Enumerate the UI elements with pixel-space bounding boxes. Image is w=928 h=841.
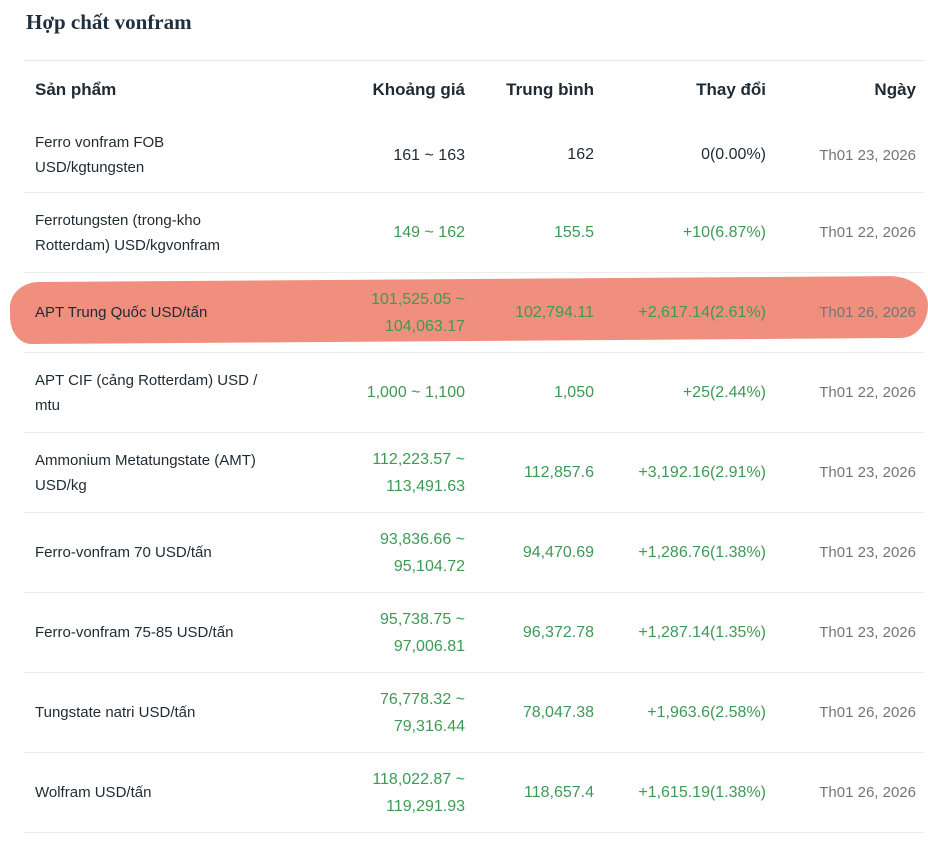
average-price-cell: 118,657.4	[524, 783, 594, 801]
table-row[interactable]: APT CIF (cảng Rotterdam) USD / mtu 1,000 ~…	[24, 353, 924, 433]
price-change-cell: +1,286.76(1.38%)	[638, 543, 766, 561]
date-cell: Th01 22, 2026	[819, 384, 916, 401]
average-price-cell: 78,047.38	[522, 703, 594, 721]
table-row[interactable]: Ferro-vonfram 75-85 USD/tấn 95,738.75 ~ 97…	[24, 593, 924, 673]
table-row[interactable]: Wolfram USD/tấn 118,022.87 ~119,291.93 118…	[24, 753, 924, 833]
product-name-line: Ferro-vonfram 75-85 USD/tấn	[35, 624, 234, 641]
header-product[interactable]: Sản phẩm	[35, 80, 117, 99]
table-header-row: Sản phẩm Khoảng giá Trung bình Thay đổi …	[24, 61, 924, 118]
date-cell: Th01 23, 2026	[819, 544, 916, 561]
product-name-line: Ferro-vonfram 70 USD/tấn	[35, 544, 212, 561]
price-range-cell: 149 ~ 162	[324, 219, 465, 246]
price-change-cell: 0(0.00%)	[701, 146, 766, 163]
product-name-cell: APT Trung Quốc USD/tấn	[24, 300, 324, 325]
price-range-cell: 95,738.75 ~ 97,006.81	[324, 606, 465, 660]
price-range-line: 113,491.63	[386, 477, 465, 495]
product-name-cell: Wolfram USD/tấn	[24, 780, 324, 805]
product-name-cell: Ferro-vonfram 75-85 USD/tấn	[24, 620, 324, 645]
price-range-line: 76,778.32 ~	[380, 690, 465, 708]
product-name-line: Ammonium Metatungstate (AMT)	[35, 451, 256, 469]
price-range-line: 104,063.17	[384, 317, 465, 335]
average-price-cell: 96,372.78	[522, 623, 594, 641]
average-price-cell: 162	[567, 146, 594, 163]
product-name-line: Wolfram USD/tấn	[35, 784, 152, 801]
product-name-line: APT Trung Quốc USD/tấn	[35, 304, 208, 321]
price-change-cell: +3,192.16(2.91%)	[638, 463, 766, 481]
price-range-line: 1,000 ~ 1,100	[366, 384, 465, 401]
product-name-line: mtu	[35, 396, 61, 414]
header-change[interactable]: Thay đổi	[696, 79, 766, 99]
product-name-line: APT CIF (cảng Rotterdam) USD /	[35, 371, 258, 389]
header-range[interactable]: Khoảng giá	[372, 80, 465, 99]
product-name-cell: Ferro vonfram FOB USD/kgtungsten	[24, 130, 324, 180]
product-name-cell: Ammonium Metatungstate (AMT) USD/kg	[24, 448, 324, 498]
header-average[interactable]: Trung bình	[506, 79, 594, 99]
average-price-cell: 94,470.69	[522, 543, 594, 561]
price-change-cell: +10(6.87%)	[682, 223, 766, 241]
table-row[interactable]: Tungstate natri USD/tấn 76,778.32 ~ 79,316…	[24, 673, 924, 753]
product-name-line: Ferro vonfram FOB	[35, 134, 165, 151]
price-range-line: 119,291.93	[386, 797, 465, 815]
price-range-line: 93,836.66 ~	[380, 530, 465, 548]
price-change-cell: +1,287.14(1.35%)	[638, 623, 766, 641]
table-row[interactable]: Ferrotungsten (trong-kho Rotterdam) USD/k…	[24, 193, 924, 273]
page-title: Hợp chất vonfram	[26, 10, 192, 34]
date-cell: Th01 26, 2026	[819, 784, 916, 801]
price-change-cell: +2,617.14(2.61%)	[638, 303, 766, 321]
price-range-line: 95,104.72	[393, 557, 465, 575]
price-range-cell: 112,223.57 ~ 113,491.63	[324, 446, 465, 500]
price-range-cell: 161 ~ 163	[324, 142, 465, 169]
average-price-cell: 1,050	[553, 383, 594, 401]
date-cell: Th01 22, 2026	[819, 224, 916, 241]
price-range-cell: 118,022.87 ~ 119,291.93	[324, 766, 465, 820]
table-row[interactable]: Ferro vonfram FOB USD/kgtungsten 161 ~ 163…	[24, 118, 924, 193]
date-cell: Th01 23, 2026	[819, 464, 916, 481]
date-cell: Th01 23, 2026	[819, 624, 916, 641]
price-range-line: 161 ~ 163	[393, 146, 465, 164]
average-price-cell: 102,794.11	[515, 303, 594, 321]
price-range-cell: 76,778.32 ~ 79,316.44	[324, 686, 465, 740]
date-cell: Th01 23, 2026	[819, 146, 916, 164]
table-row[interactable]: Ammonium Metatungstate (AMT) USD/kg 112,22…	[24, 433, 924, 513]
table-row[interactable]: APT Trung Quốc USD/tấn 101,525.05 ~ 104,06…	[9, 273, 928, 353]
price-change-cell: +1,963.6(2.58%)	[647, 703, 766, 721]
product-name-line: Rotterdam) USD/kgvonfram	[35, 236, 221, 254]
price-range-line: 95,738.75 ~	[380, 610, 465, 628]
price-range-line: 97,006.81	[393, 637, 465, 655]
price-range-line: 101,525.05 ~	[371, 290, 465, 308]
price-range-cell: 101,525.05 ~ 104,063.17	[324, 286, 465, 340]
product-name-cell: Ferro-vonfram 70 USD/tấn	[24, 540, 324, 565]
product-name-cell: APT CIF (cảng Rotterdam) USD / mtu	[24, 368, 324, 418]
price-change-cell: +25(2.44%)	[682, 383, 766, 401]
product-name-line: USD/kgtungsten	[35, 159, 145, 176]
product-name-cell: Ferrotungsten (trong-kho Rotterdam) USD/k…	[24, 208, 324, 258]
product-name-cell: Tungstate natri USD/tấn	[24, 700, 324, 725]
price-range-cell: 93,836.66 ~ 95,104.72	[324, 526, 465, 580]
header-date[interactable]: Ngày	[874, 79, 916, 99]
price-range-line: 112,223.57 ~	[372, 450, 465, 468]
date-cell: Th01 26, 2026	[819, 704, 916, 721]
price-change-cell: +1,615.19(1.38%)	[638, 783, 766, 801]
date-cell: Th01 26, 2026	[819, 304, 916, 321]
price-table: Sản phẩm Khoảng giá Trung bình Thay đổi …	[9, 60, 928, 833]
table-row[interactable]: Ferro-vonfram 70 USD/tấn 93,836.66 ~ 95,10…	[24, 513, 924, 593]
price-range-line: 79,316.44	[393, 717, 465, 735]
product-name-line: Ferrotungsten (trong-kho	[35, 211, 201, 229]
average-price-cell: 112,857.6	[524, 463, 594, 481]
product-name-line: USD/kg	[35, 476, 87, 494]
average-price-cell: 155.5	[553, 223, 594, 241]
price-range-line: 118,022.87 ~	[372, 770, 465, 788]
product-name-line: Tungstate natri USD/tấn	[35, 704, 196, 721]
table-body: Ferro vonfram FOB USD/kgtungsten 161 ~ 163…	[9, 118, 928, 833]
price-range-cell: 1,000 ~ 1,100	[324, 379, 465, 406]
price-range-line: 149 ~ 162	[393, 224, 465, 241]
